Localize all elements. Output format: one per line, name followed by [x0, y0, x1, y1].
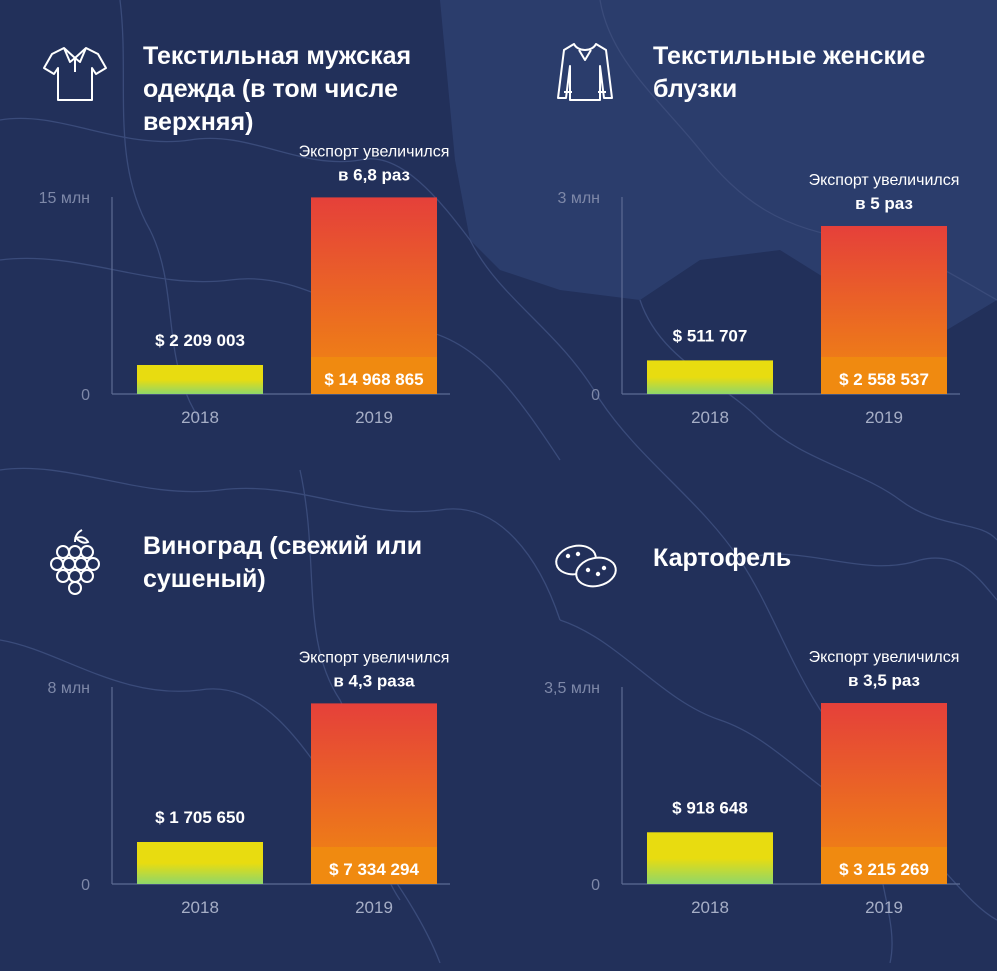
- potatoes-icon: [555, 544, 617, 588]
- bar-2018: [137, 364, 263, 394]
- growth-annotation-text: Экспорт увеличился: [809, 172, 960, 189]
- bar-label-background: [311, 357, 437, 394]
- bar-chart: 0 8 млн $ 1 705 650 2018 $ 7 334 294 в 4,3 ра…: [47, 649, 450, 917]
- data-label: $ 3 215 269: [839, 860, 929, 879]
- bar-2018: [647, 360, 773, 394]
- blouse-icon: [557, 43, 613, 101]
- y-tick-label: 3,5 млн: [544, 680, 600, 697]
- x-tick-label: 2019: [355, 898, 393, 917]
- x-tick-label: 2018: [691, 408, 729, 427]
- bar-label-background: [821, 357, 947, 394]
- y-tick-label: 8 млн: [47, 680, 90, 697]
- growth-annotation-text: Экспорт увеличился: [299, 143, 450, 160]
- y-tick-label: 3 млн: [557, 190, 600, 207]
- bar-label-background: [821, 847, 947, 884]
- chart-title: Текстильные женские блузки: [653, 42, 926, 103]
- growth-annotation-factor: в 5 раз: [855, 194, 913, 213]
- chart-panel-grapes: Виноград (свежий или сушеный) 0 8 млн $ 1 …: [0, 490, 498, 971]
- x-tick-label: 2019: [355, 408, 393, 427]
- growth-annotation-factor: в 3,5 раз: [848, 671, 920, 690]
- growth-annotation-factor: в 6,8 раз: [338, 165, 410, 184]
- bar-chart: 0 3,5 млн $ 918 648 2018 $ 3 215 269 в 3,5 ра…: [544, 649, 960, 917]
- x-tick-label: 2018: [181, 898, 219, 917]
- data-label: $ 2 558 537: [839, 370, 929, 389]
- chart-panel-mens-clothing: Текстильная мужская одежда (в том числе …: [0, 0, 498, 481]
- data-label: $ 2 209 003: [155, 331, 245, 350]
- data-label: $ 7 334 294: [329, 860, 419, 879]
- chart-title: Текстильная мужская одежда (в том числе …: [143, 42, 412, 136]
- data-label: $ 14 968 865: [324, 370, 423, 389]
- y-tick-label: 15 млн: [39, 190, 90, 207]
- data-label: $ 918 648: [672, 798, 748, 817]
- growth-annotation-text: Экспорт увеличился: [809, 649, 960, 666]
- y-tick-label: 0: [591, 877, 600, 894]
- bar-2018: [647, 832, 773, 884]
- growth-annotation-factor: в 4,3 раза: [333, 671, 415, 690]
- x-tick-label: 2018: [181, 408, 219, 427]
- growth-annotation-text: Экспорт увеличился: [299, 649, 450, 666]
- x-tick-label: 2018: [691, 898, 729, 917]
- y-tick-label: 0: [81, 877, 90, 894]
- grapes-icon: [50, 529, 100, 595]
- y-tick-label: 0: [81, 387, 90, 404]
- x-tick-label: 2019: [865, 408, 903, 427]
- chart-title: Картофель: [653, 544, 792, 572]
- bar-label-background: [311, 847, 437, 884]
- bar-chart: 0 15 млн $ 2 209 003 2018 $ 14 968 865 в 6,8 …: [39, 143, 450, 427]
- bar-2018: [137, 841, 263, 884]
- chart-panel-potatoes: Картофель 0 3,5 млн $ 918 648 2018 $ 3 215 2…: [510, 490, 997, 971]
- bar-chart: 0 3 млн $ 511 707 2018 $ 2 558 537 в 5 раз Экс…: [557, 172, 960, 427]
- y-tick-label: 0: [591, 387, 600, 404]
- data-label: $ 511 707: [673, 326, 748, 345]
- chart-title: Виноград (свежий или сушеный): [143, 532, 423, 593]
- polo-shirt-icon: [43, 47, 107, 101]
- chart-panel-womens-blouses: Текстильные женские блузки 0 3 млн $ 511 7…: [510, 0, 997, 481]
- x-tick-label: 2019: [865, 898, 903, 917]
- data-label: $ 1 705 650: [155, 808, 245, 827]
